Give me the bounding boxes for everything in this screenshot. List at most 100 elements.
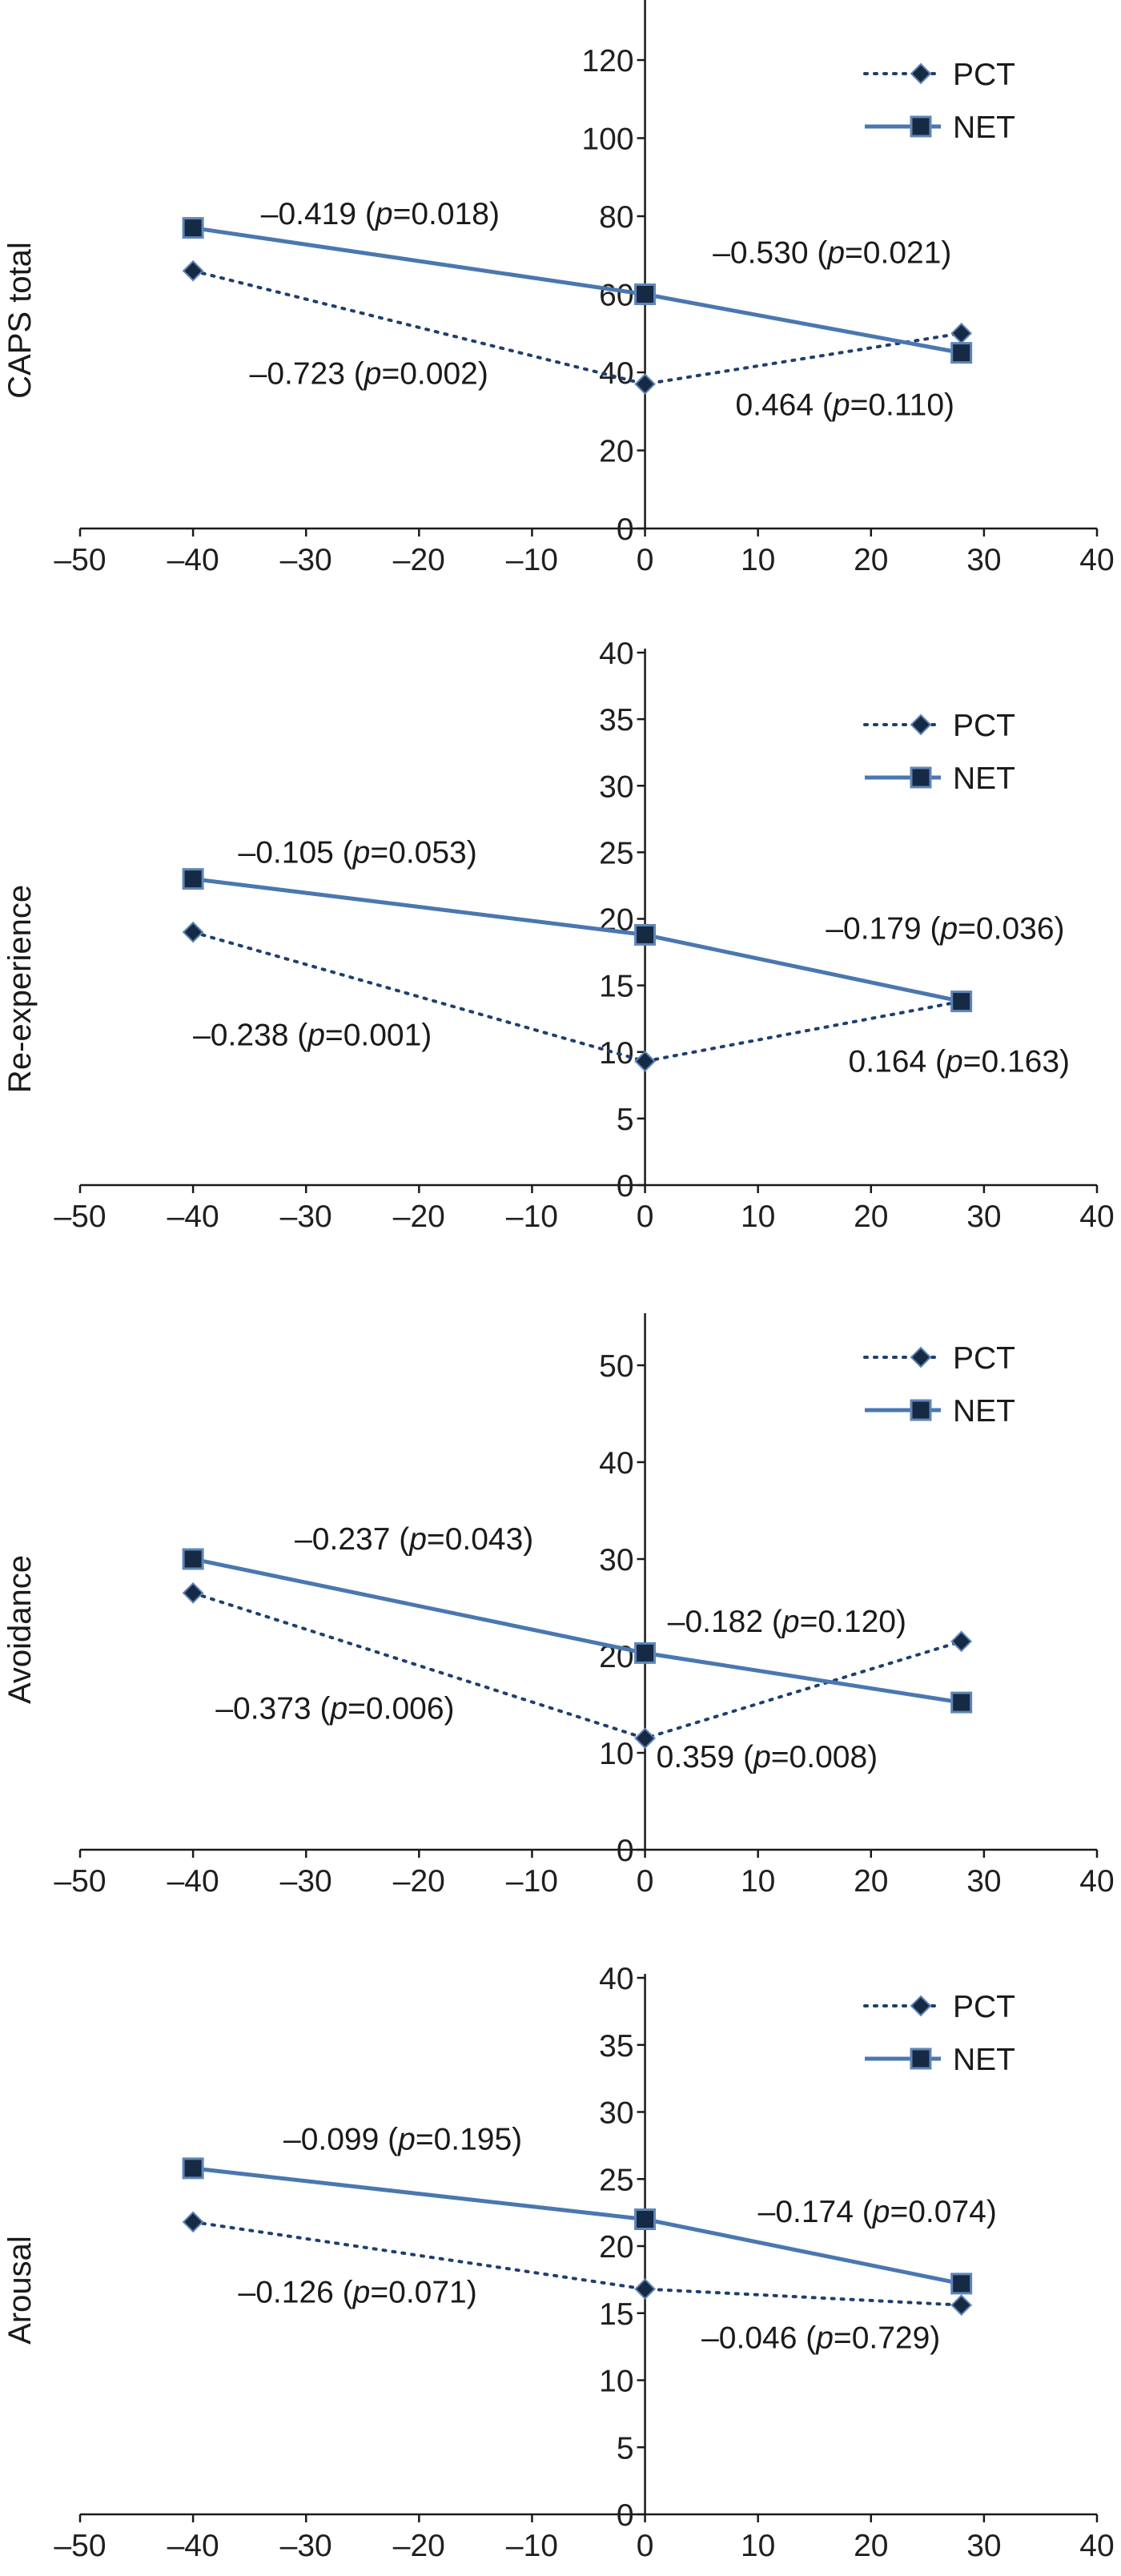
- data-point-net: [634, 1642, 657, 1664]
- y-tick-label: 40: [599, 1446, 633, 1481]
- x-tick-label: 0: [637, 543, 654, 577]
- y-tick-label: 80: [599, 200, 633, 235]
- x-tick-label: –50: [54, 1864, 106, 1899]
- x-tick-label: –20: [393, 2529, 445, 2563]
- chart-panel-3: –50 –40 –30 –20 –10 0 10 20 30 4001020304050Avoid…: [2, 1313, 1115, 1899]
- legend-label-net: NET: [953, 2043, 1015, 2077]
- y-tick-label: 10: [599, 1036, 633, 1071]
- y-tick-label: 40: [599, 1962, 633, 1996]
- x-tick-label: 40: [1079, 543, 1114, 577]
- x-tick-label: 0: [637, 2529, 654, 2563]
- legend-label-net: NET: [953, 111, 1015, 145]
- chart-panel-1: –50 –40 –30 –20 –10 0 10 20 30 40020406080100120C…: [2, 0, 1115, 577]
- data-point-pct: [634, 1727, 656, 1750]
- data-point-pct: [950, 1630, 973, 1653]
- x-tick-label: 10: [741, 2529, 775, 2563]
- data-point-pct: [634, 373, 656, 396]
- y-tick-label: 0: [617, 512, 634, 547]
- data-point-pct: [634, 2278, 656, 2301]
- y-tick-label: 35: [599, 2029, 633, 2064]
- x-tick-label: –50: [54, 1200, 106, 1234]
- y-tick-label: 50: [599, 1349, 633, 1384]
- data-point-net: [634, 283, 657, 305]
- x-tick-label: –50: [54, 543, 106, 577]
- data-point-net: [950, 342, 973, 364]
- legend-marker-net: [910, 2048, 932, 2070]
- data-point-net: [634, 2208, 657, 2230]
- legend-marker-pct: [910, 62, 932, 85]
- data-point-net: [182, 217, 204, 239]
- annotation-label: –0.105 (p=0.053): [239, 836, 477, 870]
- data-point-pct: [950, 322, 973, 344]
- x-tick-label: 20: [854, 543, 888, 577]
- y-tick-label: 120: [581, 44, 633, 78]
- x-tick-label: 30: [966, 543, 1001, 577]
- y-tick-label: 100: [581, 123, 633, 157]
- legend-label-pct: PCT: [953, 58, 1015, 92]
- y-tick-label: 30: [599, 1543, 633, 1577]
- x-tick-label: 10: [741, 543, 775, 577]
- legend-marker-net: [910, 1399, 932, 1421]
- y-tick-label: 60: [599, 279, 633, 313]
- series-line-pct: [191, 2220, 963, 2307]
- data-point-pct: [182, 921, 204, 943]
- annotation-label: –0.126 (p=0.071): [239, 2275, 477, 2309]
- x-tick-label: –20: [393, 1200, 445, 1234]
- x-tick-label: –20: [393, 543, 445, 577]
- annotation-label: –0.182 (p=0.120): [668, 1605, 906, 1639]
- legend: PCT NET: [863, 58, 1015, 145]
- x-tick-label: –30: [280, 1864, 332, 1899]
- x-tick-label: 10: [741, 1864, 775, 1899]
- x-tick-label: –20: [393, 1864, 445, 1899]
- x-tick-label: –10: [506, 1200, 558, 1234]
- y-axis-label: Re-experience: [2, 885, 38, 1093]
- y-tick-label: 15: [599, 970, 633, 1004]
- legend-marker-pct: [910, 713, 932, 736]
- x-tick-label: 30: [966, 1200, 1001, 1234]
- annotation-label: –0.174 (p=0.074): [758, 2195, 997, 2229]
- y-axis-label: CAPS total: [2, 242, 38, 399]
- data-point-net: [950, 1691, 973, 1714]
- y-tick-label: 0: [617, 2498, 634, 2533]
- y-tick-label: 20: [599, 435, 633, 469]
- annotation-label: –0.099 (p=0.195): [283, 2122, 522, 2156]
- y-tick-label: 35: [599, 703, 633, 737]
- x-tick-label: –40: [167, 2529, 219, 2563]
- data-point-pct: [182, 259, 204, 282]
- legend-label-pct: PCT: [953, 1990, 1015, 2024]
- data-point-net: [182, 1548, 204, 1570]
- x-tick-label: 30: [966, 2529, 1001, 2563]
- annotation-label: –0.373 (p=0.006): [215, 1692, 454, 1726]
- x-tick-label: 40: [1079, 2529, 1114, 2563]
- annotation-label: –0.723 (p=0.002): [250, 357, 488, 392]
- legend-label-net: NET: [953, 762, 1015, 796]
- x-tick-label: –30: [280, 2529, 332, 2563]
- data-point-pct: [950, 2294, 973, 2317]
- annotation-label: –0.237 (p=0.043): [295, 1522, 533, 1557]
- x-tick-label: –10: [506, 543, 558, 577]
- annotation-label: –0.419 (p=0.018): [261, 197, 500, 231]
- legend-label-net: NET: [953, 1394, 1015, 1429]
- x-tick-label: 20: [854, 1864, 888, 1899]
- legend: PCT NET: [863, 1341, 1015, 1429]
- x-tick-label: –50: [54, 2529, 106, 2563]
- chart-panel-4: –50 –40 –30 –20 –10 0 10 20 30 40 0 5 10 15 20 25 30 35 40…: [2, 1962, 1115, 2563]
- x-tick-label: 10: [741, 1200, 775, 1234]
- y-tick-label: 15: [599, 2297, 633, 2332]
- legend: PCT NET: [863, 709, 1015, 796]
- annotation-label: 0.359 (p=0.008): [657, 1740, 878, 1774]
- legend: PCT NET: [863, 1990, 1015, 2077]
- x-tick-label: –40: [167, 1200, 219, 1234]
- annotation-label: –0.530 (p=0.021): [713, 236, 951, 271]
- annotation-label: –0.179 (p=0.036): [826, 911, 1064, 946]
- x-tick-label: –30: [280, 543, 332, 577]
- y-tick-label: 0: [617, 1834, 634, 1868]
- data-point-net: [634, 923, 657, 946]
- series-line-pct: [191, 269, 963, 386]
- y-tick-label: 10: [599, 1737, 633, 1771]
- x-tick-label: 0: [637, 1200, 654, 1234]
- annotation-label: 0.164 (p=0.163): [849, 1045, 1070, 1079]
- y-tick-label: 25: [599, 836, 633, 870]
- y-tick-label: 5: [617, 1103, 634, 1137]
- x-tick-label: –10: [506, 1864, 558, 1899]
